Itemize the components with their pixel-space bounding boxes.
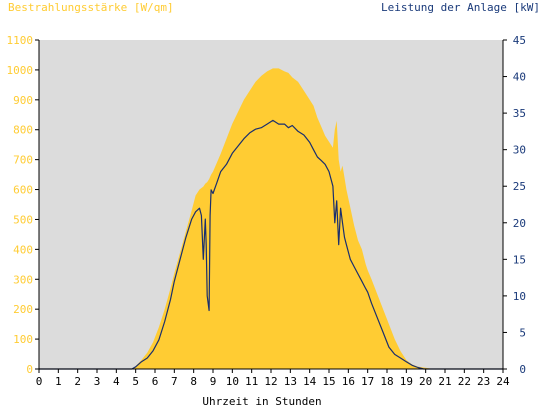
x-tick-label: 7 [171,375,178,388]
right-tick-label: 20 [513,217,526,230]
x-tick-label: 8 [190,375,197,388]
x-tick-label: 20 [419,375,432,388]
left-tick-label: 0 [26,363,33,376]
x-tick-label: 0 [36,375,43,388]
left-tick-label: 800 [13,124,33,137]
x-tick-label: 18 [380,375,393,388]
x-tick-label: 16 [342,375,355,388]
left-tick-label: 1000 [7,64,34,77]
irradiance-area [131,68,438,370]
x-tick-label: 3 [94,375,101,388]
x-tick-label: 14 [303,375,317,388]
x-tick-label: 17 [361,375,374,388]
x-tick-label: 6 [152,375,159,388]
x-tick-label: 21 [438,375,451,388]
x-tick-label: 10 [226,375,239,388]
x-tick-label: 4 [113,375,120,388]
left-tick-label: 1100 [7,34,34,47]
right-tick-label: 35 [513,107,526,120]
left-axis-title: Bestrahlungsstärke [W/qm] [8,1,174,14]
right-tick-label: 30 [513,144,526,157]
x-tick-label: 12 [264,375,277,388]
left-tick-label: 200 [13,303,33,316]
right-tick-label: 5 [519,326,526,339]
x-tick-label: 19 [400,375,413,388]
x-tick-label: 23 [477,375,490,388]
right-axis-title: Leistung der Anlage [kW] [381,1,540,14]
left-tick-label: 400 [13,243,33,256]
x-tick-label: 15 [322,375,335,388]
right-tick-label: 0 [519,363,526,376]
x-tick-label: 22 [458,375,471,388]
right-tick-label: 15 [513,253,526,266]
left-tick-label: 300 [13,273,33,286]
x-tick-label: 5 [132,375,139,388]
left-tick-label: 900 [13,94,33,107]
left-tick-label: 500 [13,213,33,226]
right-tick-label: 10 [513,290,526,303]
x-tick-label: 13 [284,375,297,388]
right-tick-label: 25 [513,180,526,193]
right-tick-label: 45 [513,34,526,47]
x-axis-title: Uhrzeit in Stunden [202,395,321,408]
x-tick-label: 9 [210,375,217,388]
left-tick-label: 100 [13,333,33,346]
x-tick-label: 11 [245,375,258,388]
left-tick-label: 600 [13,184,33,197]
x-tick-label: 24 [496,375,510,388]
left-tick-label: 700 [13,154,33,167]
power-line [39,119,503,370]
x-tick-label: 2 [74,375,81,388]
x-tick-label: 1 [55,375,62,388]
right-tick-label: 40 [513,71,526,84]
